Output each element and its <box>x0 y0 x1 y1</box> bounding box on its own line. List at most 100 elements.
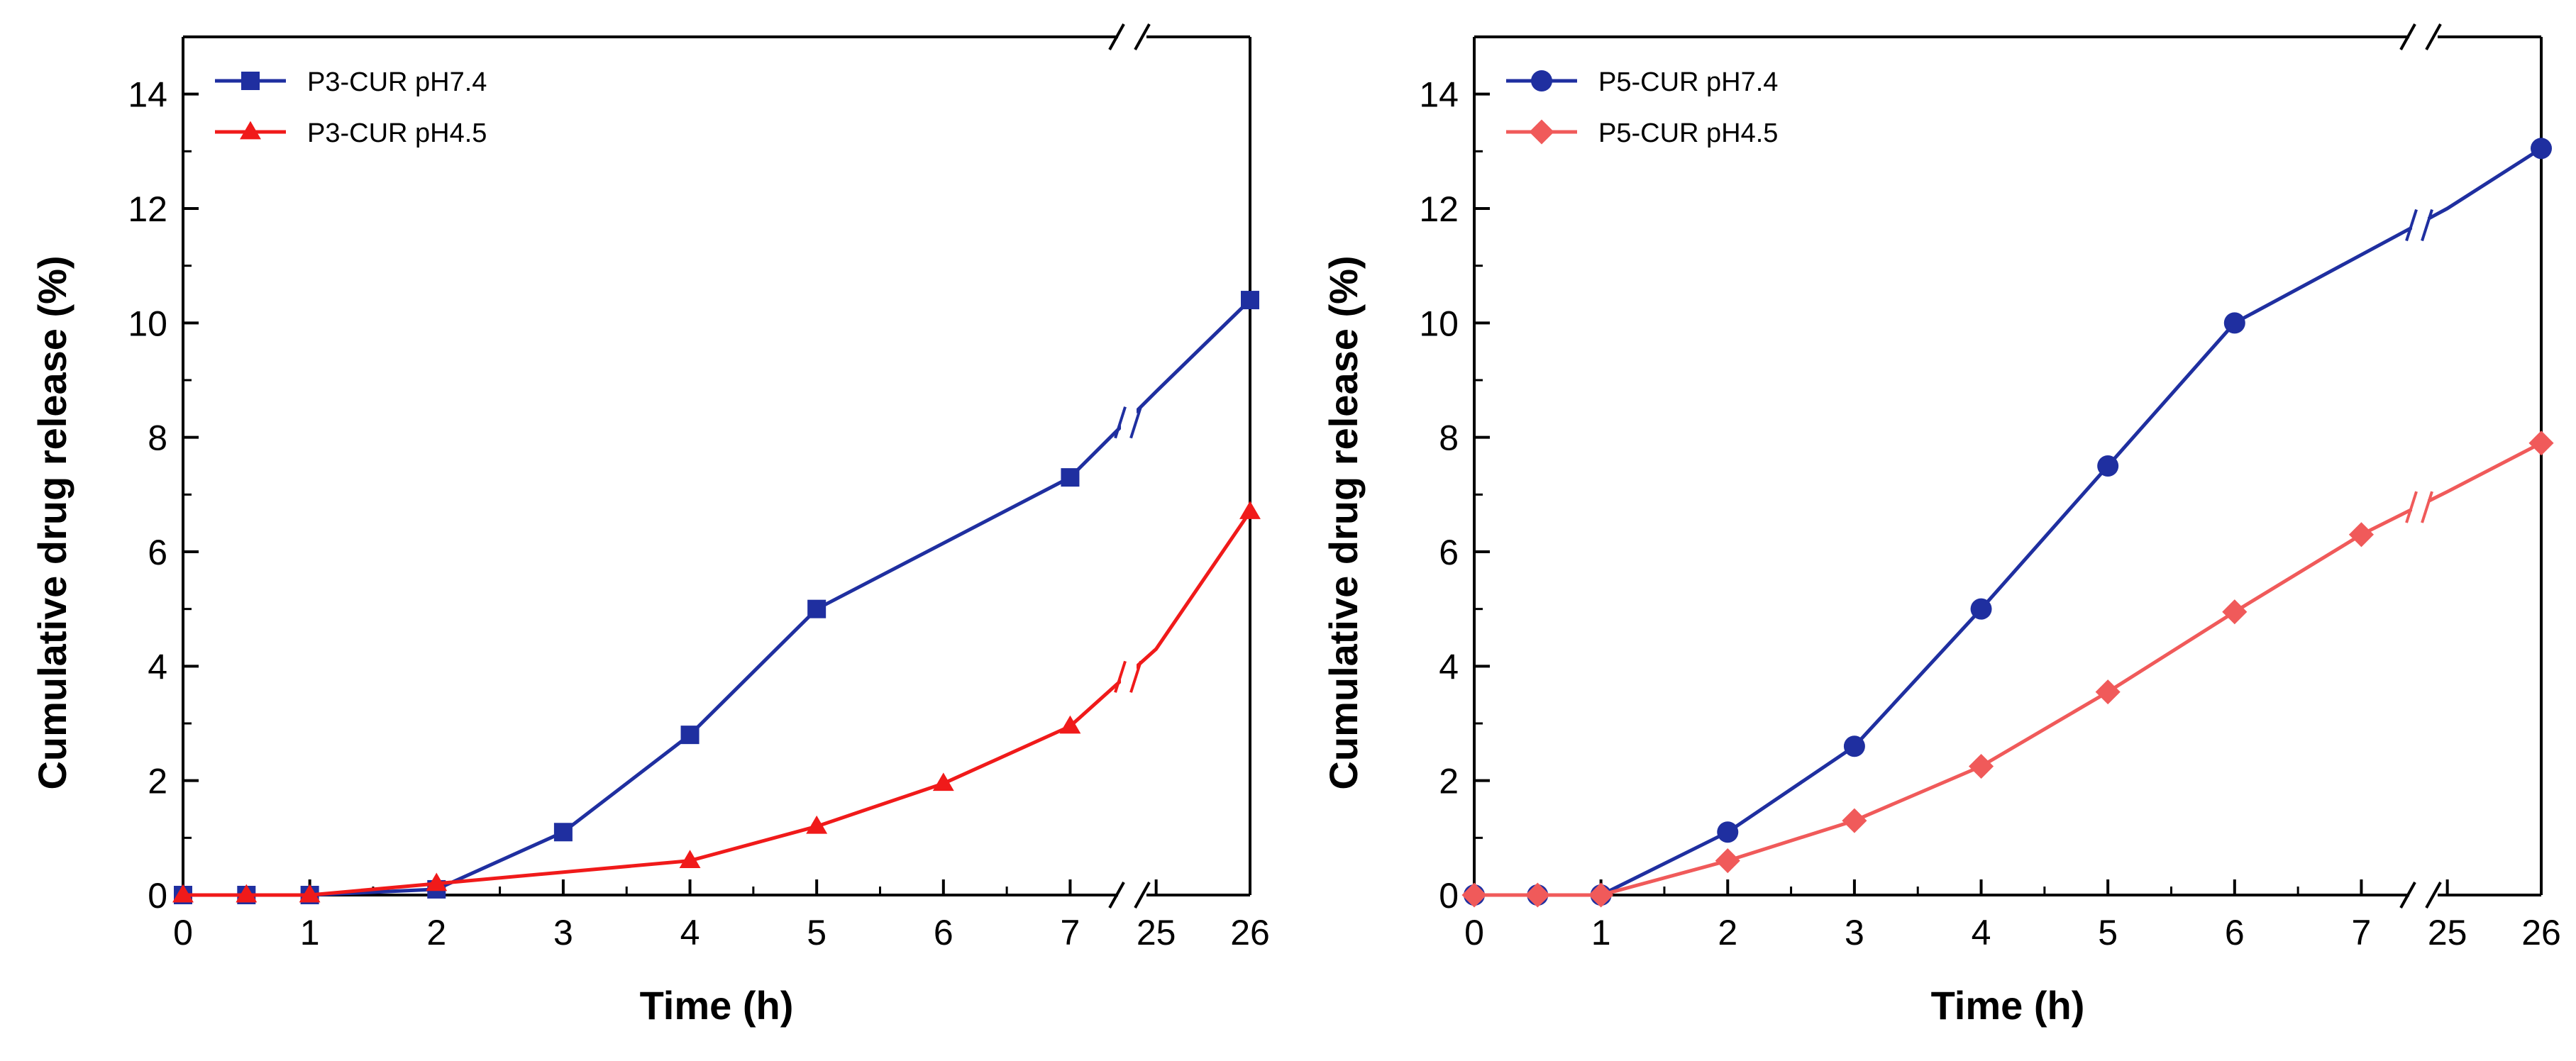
y-tick-label: 6 <box>148 533 167 572</box>
data-point <box>1241 291 1259 310</box>
x-tick-label: 7 <box>2352 913 2372 952</box>
series-break-mark <box>1129 660 1142 693</box>
x-tick-label: 6 <box>2225 913 2245 952</box>
x-tick-label: 3 <box>553 913 573 952</box>
y-axis-label: Cumulative drug release (%) <box>1321 255 1366 789</box>
series-1: P3-CUR pH7.4 <box>174 67 1259 904</box>
data-point <box>679 850 701 868</box>
y-tick-label: 8 <box>148 418 167 458</box>
axis-break-mark <box>1108 882 1125 909</box>
x-tick-label: 25 <box>1137 913 1176 952</box>
series-break-mark <box>1129 406 1142 439</box>
data-point <box>553 823 573 842</box>
data-point <box>932 772 954 791</box>
y-tick-label: 4 <box>148 647 167 687</box>
legend-label: P5-CUR pH4.5 <box>1598 118 1778 148</box>
axis-break-mark <box>1134 882 1151 909</box>
series-line <box>1474 441 2543 897</box>
x-axis-label: Time (h) <box>1931 983 2085 1028</box>
x-tick-label: 2 <box>426 913 446 952</box>
series-line <box>183 511 1252 897</box>
y-tick-label: 10 <box>1419 304 1459 343</box>
x-tick-label: 4 <box>680 913 700 952</box>
series-line <box>183 299 1251 897</box>
y-tick-label: 0 <box>1439 876 1459 916</box>
data-point <box>236 884 258 903</box>
x-tick-label: 2 <box>1718 913 1737 952</box>
series-1: P5-CUR pH7.4 <box>1464 67 2552 906</box>
series-break-mark <box>2405 491 2418 523</box>
x-tick-label: 6 <box>934 913 953 952</box>
x-tick-label: 26 <box>2521 913 2561 952</box>
data-point <box>2531 138 2552 160</box>
y-tick-label: 2 <box>1439 762 1459 801</box>
data-point <box>1842 808 1867 833</box>
series-break-mark <box>2421 209 2433 242</box>
data-point <box>680 726 700 745</box>
axis-break-mark <box>1108 23 1125 50</box>
y-tick-label: 14 <box>128 75 167 115</box>
legend-label: P3-CUR pH4.5 <box>307 118 487 148</box>
y-tick-label: 0 <box>148 876 167 916</box>
data-point <box>1715 848 1740 874</box>
series-2: P5-CUR pH4.5 <box>1461 118 2554 908</box>
legend-label: P3-CUR pH7.4 <box>307 67 487 97</box>
series-break-mark <box>1114 660 1127 693</box>
data-point <box>2223 312 2245 334</box>
x-tick-label: 0 <box>1464 913 1484 952</box>
y-axis-label: Cumulative drug release (%) <box>30 255 74 789</box>
y-tick-label: 12 <box>1419 189 1459 229</box>
data-point <box>1843 735 1865 757</box>
x-tick-label: 7 <box>1061 913 1080 952</box>
y-tick-label: 8 <box>1439 418 1459 458</box>
data-point <box>1588 882 1614 908</box>
data-point <box>1968 753 1994 779</box>
data-point <box>2348 522 2374 548</box>
series-line <box>1474 147 2543 897</box>
legend-marker <box>240 121 261 140</box>
axis-break-mark <box>2425 882 2442 909</box>
data-point <box>1059 715 1081 734</box>
data-point <box>806 815 828 834</box>
data-point <box>1970 598 1992 620</box>
axis-break-mark <box>2399 23 2416 50</box>
legend-label: P5-CUR pH7.4 <box>1598 67 1778 97</box>
series-2: P3-CUR pH4.5 <box>172 118 1261 903</box>
data-point <box>1239 501 1261 519</box>
x-tick-label: 4 <box>1972 913 1991 952</box>
legend-marker <box>241 72 260 90</box>
data-point <box>2528 430 2554 456</box>
data-point <box>426 872 448 891</box>
x-tick-label: 5 <box>807 913 827 952</box>
data-point <box>807 599 827 618</box>
series-break-mark <box>2405 209 2418 242</box>
x-tick-label: 3 <box>1845 913 1864 952</box>
legend-marker <box>1531 70 1552 91</box>
x-tick-label: 5 <box>2098 913 2118 952</box>
x-tick-label: 25 <box>2428 913 2467 952</box>
y-tick-label: 10 <box>128 304 167 343</box>
y-tick-label: 14 <box>1419 75 1459 115</box>
data-point <box>2222 599 2248 625</box>
data-point <box>1061 468 1080 487</box>
axis-break-mark <box>2425 23 2442 50</box>
series-break-mark <box>2421 491 2433 523</box>
x-tick-label: 1 <box>1591 913 1611 952</box>
y-tick-label: 6 <box>1439 533 1459 572</box>
data-point <box>1717 821 1739 843</box>
data-point <box>299 884 321 903</box>
data-point <box>2097 455 2119 477</box>
series-break-mark <box>1114 406 1127 439</box>
y-tick-label: 12 <box>128 189 167 229</box>
x-tick-label: 1 <box>300 913 320 952</box>
y-tick-label: 2 <box>148 762 167 801</box>
axis-break-mark <box>1134 23 1151 50</box>
y-tick-label: 4 <box>1439 647 1459 687</box>
data-point <box>2095 679 2121 705</box>
x-tick-label: 0 <box>173 913 193 952</box>
data-point <box>1461 882 1487 908</box>
